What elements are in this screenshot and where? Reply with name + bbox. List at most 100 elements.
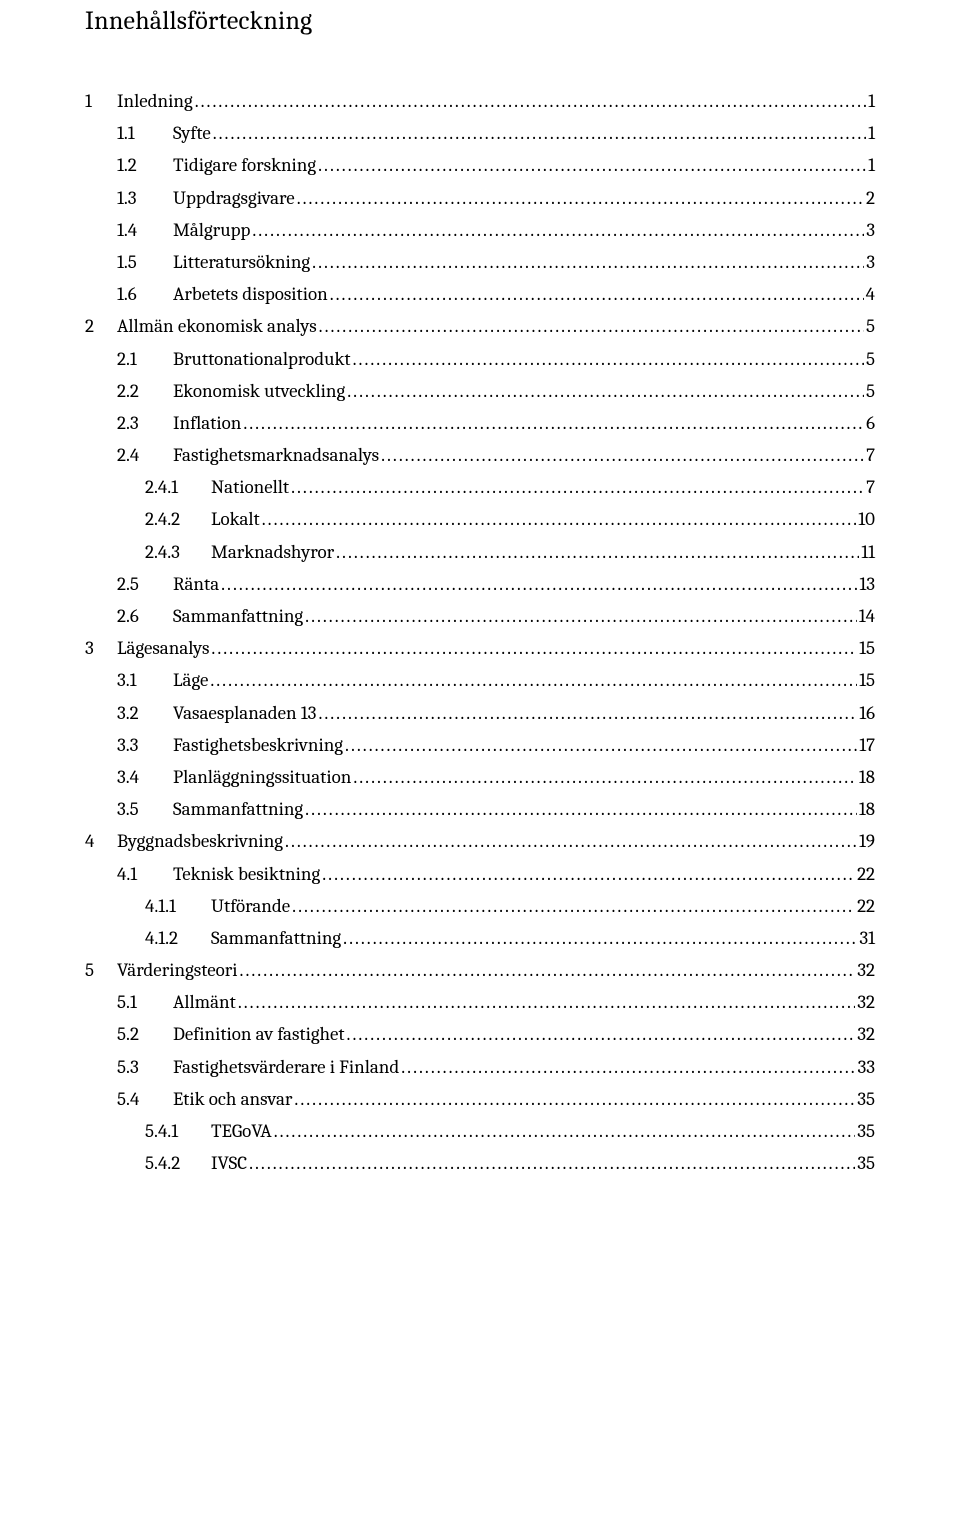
- toc-entry-label: Inflation: [173, 414, 241, 433]
- toc-entry-label: Definition av fastighet: [173, 1025, 345, 1044]
- toc-entry-page: 14: [859, 607, 875, 626]
- toc-entry-page: 35: [857, 1122, 875, 1141]
- toc-entry-label: Lägesanalys: [117, 639, 209, 658]
- toc-entry: 4.1.2Sammanfattning31: [85, 929, 875, 948]
- toc-entry-label: Sammanfattning: [173, 607, 303, 626]
- toc-entry-number: 5.4.2: [145, 1154, 211, 1173]
- toc-entry-label: Bruttonationalprodukt: [173, 350, 351, 369]
- toc-entry: 2.3Inflation 6: [85, 414, 875, 433]
- toc-entry-page: 33: [857, 1058, 875, 1077]
- toc-entry-number: 5.3: [117, 1058, 173, 1077]
- toc-entry-number: 4.1.1: [145, 897, 211, 916]
- toc-leader-dots: [318, 704, 857, 723]
- toc-entry: 1.3Uppdragsgivare2: [85, 189, 875, 208]
- toc-entry-page: 2: [866, 189, 875, 208]
- toc-entry-number: 2.4.2: [145, 510, 211, 529]
- toc-entry-page: 32: [857, 961, 875, 980]
- toc-entry-number: 2.4.1: [145, 478, 211, 497]
- toc-entry-number: 3.5: [117, 800, 173, 819]
- toc-entry: 2.4.1Nationellt 7: [85, 478, 875, 497]
- toc-entry-page: 32: [857, 993, 875, 1012]
- toc-entry-number: 5.1: [117, 993, 173, 1012]
- toc-entry: 2.4.2Lokalt10: [85, 510, 875, 529]
- toc-entry: 2.2Ekonomisk utveckling5: [85, 382, 875, 401]
- toc-entry-label: Värderingsteori: [117, 961, 238, 980]
- toc-entry: 4.1.1Utförande 22: [85, 897, 875, 916]
- toc-leader-dots: [312, 253, 864, 272]
- toc-entry: 5.4.2IVSC35: [85, 1154, 875, 1173]
- toc-entry-number: 2: [85, 317, 117, 336]
- toc-entry-number: 1.3: [117, 189, 173, 208]
- toc-entry-page: 10: [858, 510, 875, 529]
- toc-leader-dots: [211, 639, 857, 658]
- toc-leader-dots: [401, 1058, 855, 1077]
- toc-leader-dots: [319, 317, 864, 336]
- toc-leader-dots: [353, 768, 857, 787]
- toc-entry-page: 7: [866, 478, 875, 497]
- toc-entry-page: 4: [866, 285, 875, 304]
- toc-entry: 2.4.3Marknadshyror11: [85, 543, 875, 562]
- toc-leader-dots: [305, 800, 857, 819]
- toc-entry: 3Lägesanalys15: [85, 639, 875, 658]
- toc-entry-label: Fastighetsmarknadsanalys: [173, 446, 379, 465]
- toc-entry: 3.2Vasaesplanaden 1316: [85, 704, 875, 723]
- toc-entry-label: Nationellt: [211, 478, 289, 497]
- toc-entry: 1.6Arbetets disposition4: [85, 285, 875, 304]
- toc-entry: 3.4Planläggningssituation18: [85, 768, 875, 787]
- toc-entry-number: 1.2: [117, 156, 173, 175]
- toc-entry: 5.1Allmänt 32: [85, 993, 875, 1012]
- toc-entry-label: Utförande: [211, 897, 290, 916]
- page-title: Innehållsförteckning: [85, 6, 875, 36]
- toc-leader-dots: [381, 446, 864, 465]
- table-of-contents: 1Inledning11.1Syfte11.2Tidigare forsknin…: [85, 92, 875, 1173]
- toc-leader-dots: [353, 350, 864, 369]
- toc-entry-number: 2.1: [117, 350, 173, 369]
- toc-entry-page: 18: [859, 800, 875, 819]
- toc-entry: 5.3Fastighetsvärderare i Finland33: [85, 1058, 875, 1077]
- toc-entry-number: 2.5: [117, 575, 173, 594]
- toc-entry-page: 15: [859, 639, 875, 658]
- toc-entry-page: 22: [857, 897, 875, 916]
- toc-leader-dots: [213, 124, 866, 143]
- toc-entry: 4Byggnadsbeskrivning19: [85, 832, 875, 851]
- toc-leader-dots: [322, 865, 855, 884]
- toc-entry-page: 3: [866, 221, 875, 240]
- toc-entry-number: 2.3: [117, 414, 173, 433]
- toc-entry: 2.1Bruttonationalprodukt5: [85, 350, 875, 369]
- toc-entry-number: 4: [85, 832, 117, 851]
- toc-entry-label: Allmän ekonomisk analys: [117, 317, 317, 336]
- toc-leader-dots: [347, 1025, 856, 1044]
- toc-entry: 2.6Sammanfattning14: [85, 607, 875, 626]
- toc-entry: 5.4.1TEGoVA35: [85, 1122, 875, 1141]
- toc-leader-dots: [330, 285, 864, 304]
- toc-entry: 3.3Fastighetsbeskrivning17: [85, 736, 875, 755]
- toc-leader-dots: [318, 156, 866, 175]
- toc-entry-page: 31: [859, 929, 875, 948]
- toc-entry-label: Vasaesplanaden 13: [173, 704, 316, 723]
- toc-entry-label: Sammanfattning: [173, 800, 303, 819]
- toc-leader-dots: [285, 832, 857, 851]
- toc-entry-number: 3.4: [117, 768, 173, 787]
- toc-entry-page: 13: [859, 575, 875, 594]
- toc-entry-page: 11: [861, 543, 875, 562]
- toc-entry-page: 6: [866, 414, 875, 433]
- toc-leader-dots: [195, 92, 866, 111]
- toc-leader-dots: [221, 575, 857, 594]
- toc-entry-page: 32: [857, 1025, 875, 1044]
- toc-entry-label: Tidigare forskning: [173, 156, 316, 175]
- toc-entry-number: 2.4: [117, 446, 173, 465]
- toc-entry-label: Ränta: [173, 575, 219, 594]
- toc-entry-label: Allmänt: [173, 993, 236, 1012]
- toc-entry-number: 1.5: [117, 253, 173, 272]
- toc-entry: 2.5Ränta 13: [85, 575, 875, 594]
- toc-leader-dots: [345, 736, 857, 755]
- toc-entry-label: Marknadshyror: [211, 543, 334, 562]
- toc-entry-page: 5: [866, 382, 875, 401]
- toc-entry-number: 4.1.2: [145, 929, 211, 948]
- toc-entry-number: 3.1: [117, 671, 173, 690]
- toc-entry-number: 1.6: [117, 285, 173, 304]
- toc-leader-dots: [297, 189, 864, 208]
- toc-entry-page: 35: [857, 1154, 875, 1173]
- toc-entry: 2Allmän ekonomisk analys5: [85, 317, 875, 336]
- toc-entry-page: 1: [868, 156, 875, 175]
